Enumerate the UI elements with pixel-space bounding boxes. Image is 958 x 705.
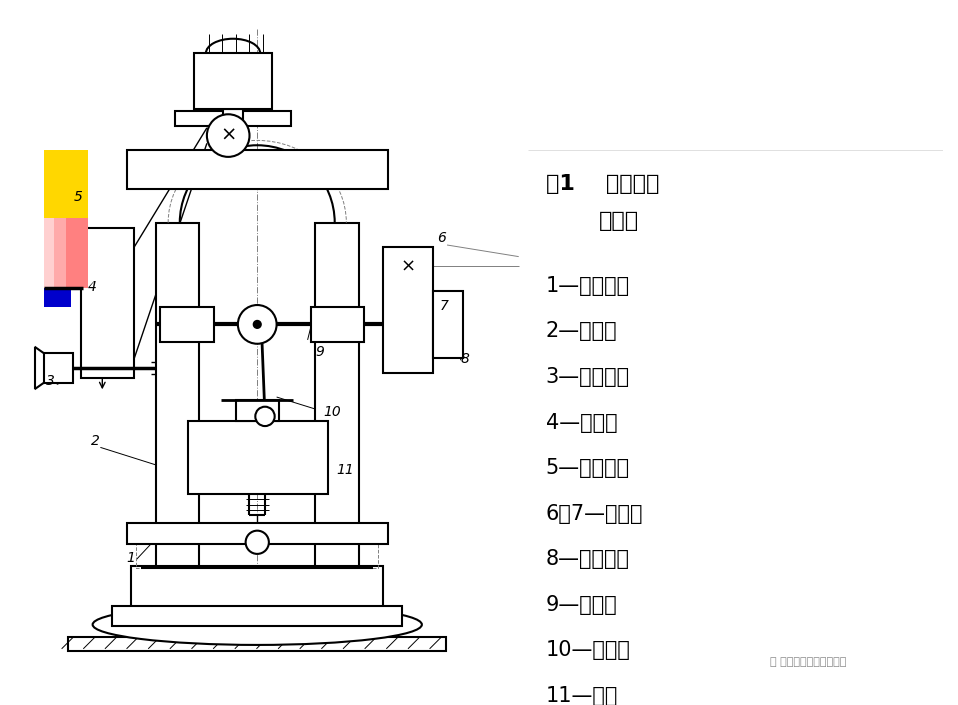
Text: 图1    曲柄压力: 图1 曲柄压力 (546, 174, 659, 195)
Text: 8—离合器；: 8—离合器； (546, 549, 629, 569)
Text: 8: 8 (461, 352, 469, 366)
Bar (126, 523, 388, 544)
Text: 7: 7 (440, 299, 448, 313)
Bar (315, 223, 359, 567)
Bar (175, 111, 291, 126)
Circle shape (245, 531, 269, 554)
Bar (131, 567, 383, 607)
Text: ×: × (400, 257, 416, 275)
Text: 1: 1 (126, 551, 135, 565)
Bar (155, 223, 199, 567)
Text: 10: 10 (323, 405, 341, 419)
Bar (44, 218, 65, 288)
Bar (194, 54, 272, 109)
Circle shape (253, 321, 262, 329)
Circle shape (207, 114, 249, 157)
Bar (44, 288, 71, 307)
Circle shape (256, 407, 275, 426)
Bar (112, 606, 402, 625)
Bar (160, 307, 214, 342)
Bar (68, 637, 446, 651)
Text: 机简图: 机简图 (599, 211, 639, 231)
Circle shape (238, 305, 277, 344)
Text: 6、7—齿轮；: 6、7—齿轮； (546, 503, 644, 524)
Ellipse shape (93, 604, 422, 645)
Bar (44, 218, 54, 288)
Bar (81, 228, 134, 378)
Text: 10—连杆；: 10—连杆； (546, 640, 630, 660)
Text: 11—滑块: 11—滑块 (546, 685, 618, 705)
Text: 5—电动机；: 5—电动机； (546, 458, 630, 478)
Text: 9—曲轴；: 9—曲轴； (546, 594, 618, 615)
Text: ×: × (220, 126, 237, 145)
Bar (44, 218, 88, 288)
Bar (188, 421, 328, 494)
Text: 2—床身；: 2—床身； (546, 321, 618, 341)
Text: 6: 6 (438, 231, 446, 245)
Bar (433, 290, 463, 358)
Bar (126, 150, 388, 189)
Text: 9: 9 (315, 345, 324, 360)
Bar (44, 150, 88, 220)
Text: 3—制动器；: 3—制动器； (546, 367, 630, 387)
Bar (310, 307, 364, 342)
Bar (383, 247, 433, 373)
Text: 🐾 五金冲压模具设计教学: 🐾 五金冲压模具设计教学 (770, 656, 847, 666)
Text: 2: 2 (91, 434, 100, 448)
Text: 1—工作台；: 1—工作台； (546, 276, 630, 296)
Bar (223, 109, 242, 124)
Text: 11: 11 (336, 463, 354, 477)
Text: 4—带轮；: 4—带轮； (546, 412, 618, 433)
Text: 3: 3 (46, 374, 55, 388)
Text: 4: 4 (88, 279, 97, 293)
Text: 5: 5 (73, 190, 82, 204)
Bar (136, 544, 378, 568)
Bar (44, 353, 73, 383)
Bar (236, 400, 279, 421)
